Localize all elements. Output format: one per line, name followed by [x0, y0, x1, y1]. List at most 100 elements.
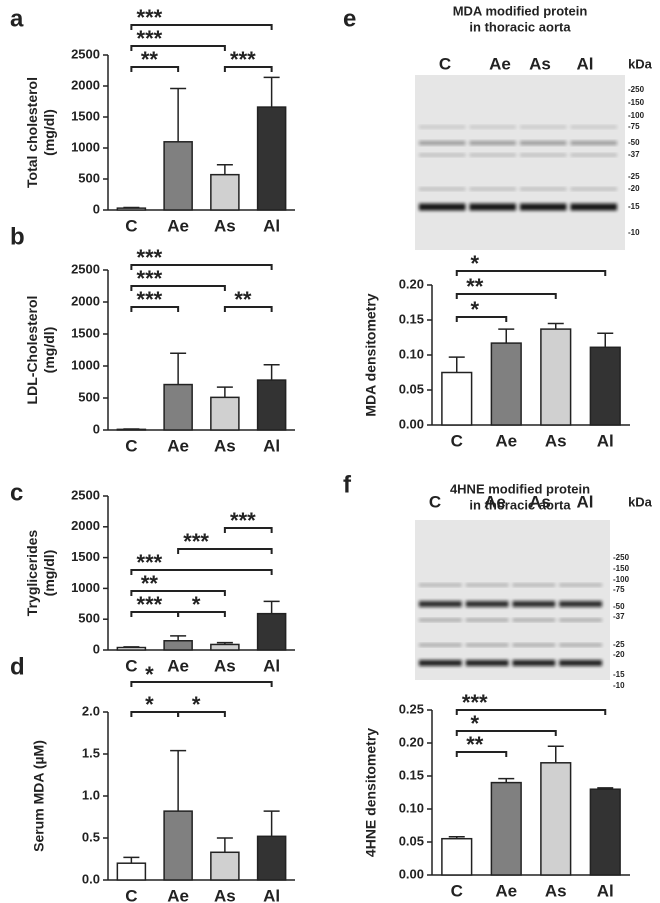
mw-marker: -25 — [628, 172, 640, 181]
bar — [116, 646, 147, 651]
y-axis-label: 4HNE densitometry — [363, 728, 379, 857]
blot-band — [465, 660, 509, 666]
significance-bracket — [455, 709, 607, 715]
y-tick-label: 0.00 — [399, 866, 424, 881]
mw-marker: -75 — [628, 122, 640, 131]
lane-label: As — [529, 54, 551, 73]
bar — [490, 342, 522, 426]
lane-label: C — [439, 54, 451, 73]
blot-band — [520, 141, 567, 145]
significance-label: *** — [230, 508, 256, 533]
bar — [490, 781, 522, 876]
blot-band — [469, 187, 516, 191]
blot-band — [419, 643, 462, 647]
significance-label: *** — [137, 5, 163, 30]
significance-bracket — [177, 611, 226, 617]
bar — [256, 379, 287, 431]
mw-marker: -10 — [613, 681, 625, 690]
y-tick-label: 0.25 — [399, 701, 424, 716]
panel: a Total cholesterol (mg/dl) 0 500 1000 1500 200… — [10, 5, 295, 235]
x-tick-label: As — [545, 431, 567, 450]
significance-label: *** — [137, 245, 163, 270]
y-tick-label: 500 — [78, 611, 100, 626]
y-axis-label: Serum MDA (µM) — [31, 740, 47, 852]
blot-band — [419, 601, 462, 607]
blot-band — [419, 187, 466, 191]
y-tick-label: 0 — [93, 641, 100, 656]
significance-bracket — [130, 306, 180, 312]
x-tick-label: C — [451, 881, 463, 900]
bar — [589, 346, 621, 426]
blot-band — [465, 618, 509, 622]
panel-letter: c — [10, 479, 23, 506]
blot-band — [419, 141, 466, 145]
blot-band — [559, 643, 602, 647]
x-tick-label: Al — [263, 436, 280, 455]
bar — [116, 862, 147, 881]
y-tick-label: 1500 — [71, 325, 100, 340]
y-axis-label: MDA densitometry — [363, 293, 379, 416]
y-tick-label: 2500 — [71, 487, 100, 502]
y-axis-label: (mg/dl) — [41, 109, 57, 156]
mw-marker: -15 — [628, 202, 640, 211]
blot-band — [520, 153, 567, 157]
significance-label: *** — [230, 47, 256, 72]
mw-marker: -20 — [613, 650, 625, 659]
x-tick-label: Al — [263, 216, 280, 235]
blot-band — [419, 203, 466, 211]
mw-marker: -50 — [628, 138, 640, 147]
x-tick-label: Ae — [167, 886, 189, 903]
y-axis-label: Tryglicerides — [24, 530, 40, 617]
blot-band — [520, 125, 567, 129]
x-tick-label: Ae — [495, 431, 517, 450]
panel-letter: d — [10, 653, 25, 680]
mw-marker: -250 — [628, 85, 645, 94]
bar — [163, 640, 193, 651]
blot-band — [512, 660, 556, 666]
significance-bracket — [455, 730, 557, 736]
y-tick-label: 1500 — [71, 549, 100, 564]
significance-bracket — [455, 293, 557, 299]
significance-bracket — [130, 611, 180, 617]
mw-marker: -25 — [613, 640, 625, 649]
y-tick-label: 2000 — [71, 77, 100, 92]
y-tick-label: 0.05 — [399, 381, 424, 396]
blot-band — [469, 153, 516, 157]
panel-letter: f — [343, 471, 352, 498]
significance-label: *** — [462, 690, 488, 715]
x-tick-label: Ae — [167, 216, 189, 235]
blot-band — [512, 618, 556, 622]
significance-bracket — [455, 751, 508, 757]
significance-label: * — [470, 297, 479, 322]
bar — [116, 428, 147, 431]
y-tick-label: 2000 — [71, 293, 100, 308]
x-tick-label: Al — [597, 431, 614, 450]
significance-label: *** — [137, 26, 163, 51]
bar — [163, 810, 193, 881]
kda-unit: kDa — [628, 56, 653, 71]
x-tick-label: C — [125, 656, 137, 675]
mw-marker: -100 — [628, 111, 645, 120]
western-blot — [415, 75, 625, 250]
y-tick-label: 500 — [78, 170, 100, 185]
lane-label: Ae — [489, 54, 511, 73]
blot-band — [559, 601, 602, 607]
panel: c Tryglicerides (mg/dl) 0 500 1000 1500 2000 250… — [10, 479, 295, 675]
significance-bracket — [455, 270, 607, 276]
x-tick-label: C — [125, 436, 137, 455]
panel-letter: e — [343, 5, 356, 32]
x-tick-label: C — [451, 431, 463, 450]
significance-bracket — [130, 66, 180, 72]
blot-band — [419, 618, 462, 622]
significance-label: * — [470, 251, 479, 276]
significance-label: *** — [137, 592, 163, 617]
blot-title: 4HNE modified protein — [450, 481, 590, 496]
blot-band — [570, 153, 617, 157]
blot-band — [512, 583, 556, 587]
blot-band — [570, 125, 617, 129]
y-tick-label: 2500 — [71, 46, 100, 61]
panel: f 4HNE densitometry 0.00 0.05 0.10 0.15 0.20 0.… — [343, 471, 653, 900]
panel: e MDA densitometry 0.00 0.05 0.10 0.15 0.20 C Ae… — [343, 3, 653, 450]
y-axis-label: LDL-Cholesterol — [24, 296, 40, 405]
